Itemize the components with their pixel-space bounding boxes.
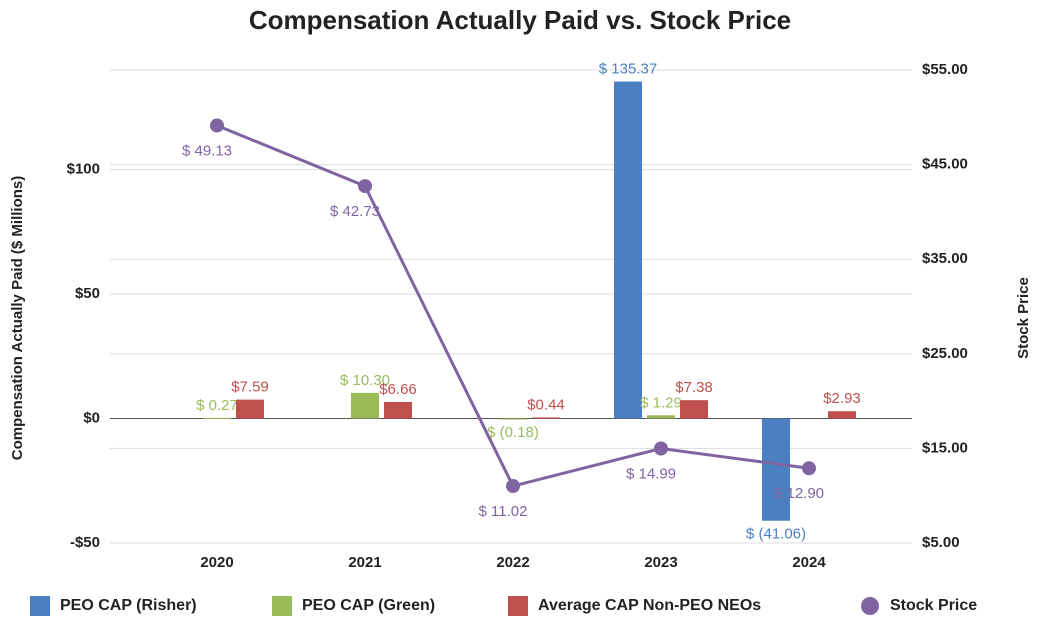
line-point [654,441,668,456]
data-label: $ 1.29 [640,394,682,411]
bar [762,418,790,521]
y-tick-label: $0 [83,409,100,426]
legend-label: Stock Price [890,597,977,614]
data-label: $ (0.18) [487,424,539,441]
y-axis-title: Compensation Actually Paid ($ Millions) [9,176,26,460]
y2-tick-label: $35.00 [922,250,968,267]
bar [351,392,379,419]
data-label: $ 0.27 [196,397,238,414]
y-tick-label: $100 [67,161,100,178]
data-label: $ 49.13 [182,142,232,159]
data-label: $ 135.37 [599,60,657,77]
y-tick-label: $50 [75,285,100,302]
line-point [506,479,520,494]
line-point [210,118,224,133]
bar [614,81,642,419]
legend-label: PEO CAP (Green) [302,597,435,614]
x-tick-label: 2021 [348,554,381,571]
x-tick-label: 2022 [496,554,529,571]
y2-tick-label: $55.00 [922,61,968,78]
data-label: $6.66 [379,381,417,398]
legend-marker [508,596,528,616]
data-label: $2.93 [823,390,861,407]
y2-tick-label: $25.00 [922,345,968,362]
bar [203,417,231,419]
data-label: $ (41.06) [746,526,806,543]
bar [828,411,856,419]
x-tick-label: 2024 [792,554,826,571]
data-label: $0.44 [527,396,565,413]
line-point [358,179,372,194]
data-label: $ 42.73 [330,203,380,220]
x-tick-label: 2020 [200,554,233,571]
bar [532,417,560,419]
bar [499,418,527,420]
legend-label: Average CAP Non-PEO NEOs [538,597,761,614]
legend-marker [30,596,50,616]
data-label: $ 12.90 [774,485,824,502]
data-label: $7.59 [231,379,269,396]
legend-marker [861,597,879,615]
data-label: $ 10.30 [340,372,390,389]
y2-tick-label: $15.00 [922,439,968,456]
bar [647,415,675,419]
y2-tick-label: $45.00 [922,156,968,173]
bar [236,399,264,419]
data-label: $7.38 [675,379,713,396]
bar [384,401,412,419]
y-tick-label: -$50 [70,534,100,551]
data-label: $ 11.02 [479,503,528,520]
bar [680,400,708,419]
data-label: $ 14.99 [626,465,676,482]
y2-tick-label: $5.00 [922,534,960,551]
line-point [802,461,816,476]
legend-label: PEO CAP (Risher) [60,597,197,614]
y2-axis-title: Stock Price [1015,277,1032,359]
legend-marker [272,596,292,616]
x-tick-label: 2023 [644,554,677,571]
chart-title: Compensation Actually Paid vs. Stock Pri… [249,5,791,35]
